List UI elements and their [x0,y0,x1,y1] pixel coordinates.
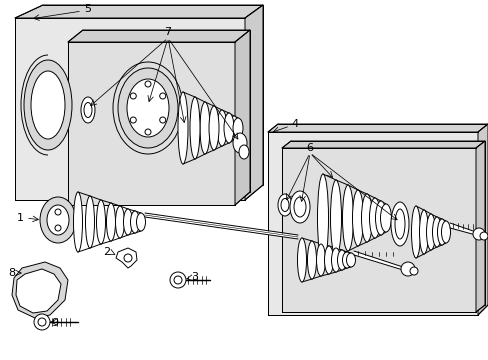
Circle shape [130,93,136,99]
Circle shape [34,314,50,330]
Ellipse shape [73,192,82,252]
Polygon shape [235,30,249,205]
Ellipse shape [337,250,346,270]
Ellipse shape [115,206,124,238]
Ellipse shape [361,194,372,242]
Circle shape [160,117,165,123]
Ellipse shape [375,201,386,235]
Ellipse shape [307,241,316,279]
Ellipse shape [123,209,132,235]
Ellipse shape [297,238,306,282]
Ellipse shape [84,103,92,117]
Ellipse shape [369,198,380,238]
Ellipse shape [200,102,209,154]
Ellipse shape [208,106,219,150]
Circle shape [160,93,165,99]
Circle shape [145,81,151,87]
Ellipse shape [81,97,95,123]
Ellipse shape [106,203,115,241]
Ellipse shape [390,202,408,246]
Text: 7: 7 [164,27,171,37]
Ellipse shape [228,116,239,140]
Polygon shape [116,248,137,268]
Ellipse shape [96,200,105,244]
Ellipse shape [411,206,420,258]
Ellipse shape [47,205,69,235]
Polygon shape [477,124,487,315]
Ellipse shape [380,204,391,232]
Ellipse shape [278,194,291,216]
Ellipse shape [437,219,446,245]
Ellipse shape [317,174,328,262]
Ellipse shape [331,248,340,272]
Text: 9: 9 [51,318,59,328]
Polygon shape [15,5,263,18]
Circle shape [400,262,414,276]
Ellipse shape [419,210,427,254]
Ellipse shape [281,198,288,211]
Ellipse shape [190,97,200,159]
Ellipse shape [352,190,363,246]
Ellipse shape [130,211,139,233]
Ellipse shape [239,145,248,159]
Text: 4: 4 [291,119,298,129]
Ellipse shape [217,110,226,146]
Ellipse shape [342,252,351,268]
Ellipse shape [441,221,449,243]
Ellipse shape [289,191,309,223]
Ellipse shape [431,217,441,247]
Ellipse shape [232,118,243,138]
Text: 8: 8 [8,268,16,278]
Ellipse shape [136,213,145,231]
Polygon shape [68,42,235,205]
Polygon shape [267,124,487,132]
Ellipse shape [232,133,246,153]
Ellipse shape [127,79,169,137]
Circle shape [55,225,61,231]
Polygon shape [267,132,477,315]
Ellipse shape [426,214,435,250]
Ellipse shape [342,185,353,251]
Text: 6: 6 [306,143,313,153]
Ellipse shape [224,113,234,143]
Circle shape [174,276,182,284]
Polygon shape [475,141,484,312]
Polygon shape [244,5,263,200]
Ellipse shape [85,196,94,248]
Polygon shape [12,262,68,318]
Ellipse shape [330,180,341,256]
Circle shape [55,209,61,215]
Circle shape [38,318,46,326]
Text: 1: 1 [17,213,23,223]
Circle shape [130,117,136,123]
Ellipse shape [316,244,325,276]
Ellipse shape [31,71,65,139]
Polygon shape [15,18,244,200]
Text: 2: 2 [103,247,110,257]
Circle shape [409,267,417,275]
Ellipse shape [178,92,187,164]
Circle shape [145,129,151,135]
Polygon shape [68,30,249,42]
Circle shape [124,254,132,262]
Ellipse shape [346,253,355,267]
Text: 5: 5 [84,4,91,14]
Ellipse shape [394,209,404,239]
Ellipse shape [324,246,333,274]
Ellipse shape [118,68,178,148]
Ellipse shape [293,197,305,217]
Circle shape [472,228,484,240]
Polygon shape [282,148,475,312]
Polygon shape [16,269,61,313]
Circle shape [479,232,487,240]
Polygon shape [282,141,484,148]
Ellipse shape [40,197,76,243]
Ellipse shape [24,60,72,150]
Circle shape [170,272,185,288]
Text: 3: 3 [191,272,198,282]
